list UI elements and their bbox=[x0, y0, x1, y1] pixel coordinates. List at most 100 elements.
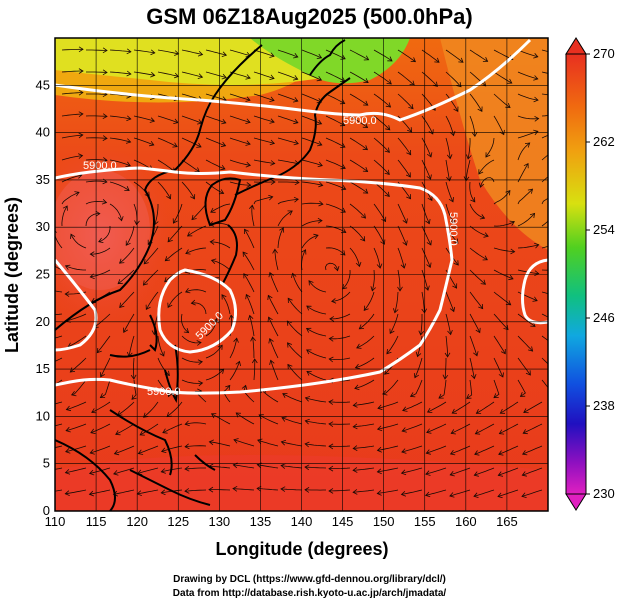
wind-arrowhead bbox=[470, 373, 477, 380]
wind-arrowhead bbox=[458, 57, 464, 63]
wind-arrowhead bbox=[218, 189, 225, 195]
streamline bbox=[65, 489, 87, 495]
x-tick-label: 125 bbox=[167, 514, 189, 529]
streamline bbox=[113, 467, 135, 475]
wind-arrowhead bbox=[363, 100, 369, 106]
streamline bbox=[180, 313, 189, 333]
wind-arrowhead bbox=[269, 118, 275, 124]
wind-arrowhead bbox=[65, 448, 71, 454]
x-tick-label: 130 bbox=[208, 514, 230, 529]
streamline bbox=[89, 467, 111, 474]
streamline bbox=[325, 115, 345, 126]
streamline bbox=[401, 489, 423, 495]
wind-arrowhead bbox=[340, 207, 346, 213]
streamline bbox=[154, 204, 159, 225]
wind-arrowhead bbox=[287, 210, 293, 216]
wind-arrowhead bbox=[235, 360, 241, 367]
wind-arrowhead bbox=[483, 232, 489, 238]
credit-drawing: Drawing by DCL (https://www.gfd-dennou.o… bbox=[173, 574, 446, 585]
wind-arrowhead bbox=[499, 408, 506, 414]
wind-arrowhead bbox=[451, 408, 457, 414]
wind-arrowhead bbox=[143, 259, 149, 265]
wind-arrowhead bbox=[131, 394, 137, 400]
streamline bbox=[469, 203, 485, 219]
y-tick-label: 45 bbox=[36, 77, 50, 92]
wind-arrowhead bbox=[405, 172, 411, 178]
wind-arrowhead bbox=[137, 449, 144, 455]
wind-arrowhead bbox=[41, 447, 45, 452]
wind-arrowhead bbox=[493, 393, 499, 399]
streamline bbox=[397, 93, 414, 109]
streamline bbox=[349, 247, 360, 267]
wind-arrowhead bbox=[126, 115, 132, 122]
streamline bbox=[55, 265, 63, 271]
wind-arrowhead bbox=[402, 240, 408, 246]
streamline bbox=[229, 361, 240, 381]
streamline bbox=[541, 245, 548, 249]
wind-arrowhead bbox=[376, 468, 382, 475]
wind-arrowhead bbox=[453, 238, 459, 244]
x-tick-label: 115 bbox=[86, 514, 107, 529]
wind-arrowhead bbox=[509, 220, 515, 226]
streamline bbox=[493, 93, 511, 108]
streamline bbox=[185, 422, 207, 425]
streamline bbox=[181, 115, 202, 124]
streamline bbox=[469, 335, 478, 356]
streamline bbox=[493, 190, 511, 205]
wind-arrowhead bbox=[352, 402, 358, 408]
wind-arrowhead bbox=[134, 220, 140, 226]
wind-arrowhead bbox=[406, 194, 412, 200]
streamline bbox=[353, 445, 375, 449]
streamline bbox=[125, 225, 135, 246]
streamline bbox=[325, 93, 345, 104]
streamline bbox=[184, 467, 206, 470]
wind-arrowhead bbox=[471, 131, 478, 138]
streamline bbox=[61, 92, 83, 95]
wind-arrowhead bbox=[415, 351, 422, 358]
wind-arrowhead bbox=[434, 57, 440, 63]
wind-arrowhead bbox=[425, 218, 431, 225]
wind-arrowhead bbox=[442, 374, 449, 380]
wind-arrowhead bbox=[552, 368, 557, 373]
wind-arrowhead bbox=[115, 430, 121, 436]
streamline bbox=[304, 466, 327, 469]
wind-arrowhead bbox=[448, 197, 454, 203]
streamline bbox=[325, 203, 346, 213]
streamline bbox=[209, 441, 231, 447]
streamline bbox=[109, 159, 131, 167]
streamline bbox=[517, 115, 539, 120]
streamline bbox=[109, 181, 130, 191]
wind-arrowhead bbox=[554, 344, 559, 348]
wind-arrowhead bbox=[406, 149, 412, 156]
streamline bbox=[397, 159, 411, 178]
wind-arrowhead bbox=[99, 372, 105, 378]
wind-arrowhead bbox=[74, 191, 80, 197]
wind-arrowhead bbox=[291, 272, 297, 279]
streamline bbox=[123, 313, 135, 333]
streamline bbox=[329, 335, 351, 340]
wind-arrowhead bbox=[477, 106, 483, 112]
wind-arrowhead bbox=[363, 305, 369, 311]
wind-arrowhead bbox=[304, 487, 310, 493]
streamline bbox=[128, 335, 135, 357]
streamline bbox=[133, 71, 155, 76]
wind-arrowhead bbox=[269, 74, 275, 80]
wind-arrowhead bbox=[197, 51, 204, 57]
streamline bbox=[325, 159, 346, 169]
wind-arrowhead bbox=[247, 314, 254, 321]
wind-arrowhead bbox=[167, 391, 173, 398]
wind-arrowhead bbox=[232, 485, 238, 492]
wind-arrowhead bbox=[124, 186, 130, 191]
wind-arrowhead bbox=[438, 393, 444, 399]
wind-arrowhead bbox=[167, 302, 173, 309]
wind-arrowhead bbox=[184, 488, 190, 494]
wind-arrowhead bbox=[426, 152, 433, 158]
wind-arrowhead bbox=[316, 75, 323, 82]
wind-arrowhead bbox=[521, 492, 527, 498]
streamline bbox=[109, 203, 122, 221]
streamline bbox=[257, 439, 279, 447]
wind-arrowhead bbox=[408, 104, 414, 110]
streamline bbox=[469, 181, 476, 203]
wind-arrowhead bbox=[386, 349, 392, 355]
wind-arrowhead bbox=[64, 469, 71, 475]
